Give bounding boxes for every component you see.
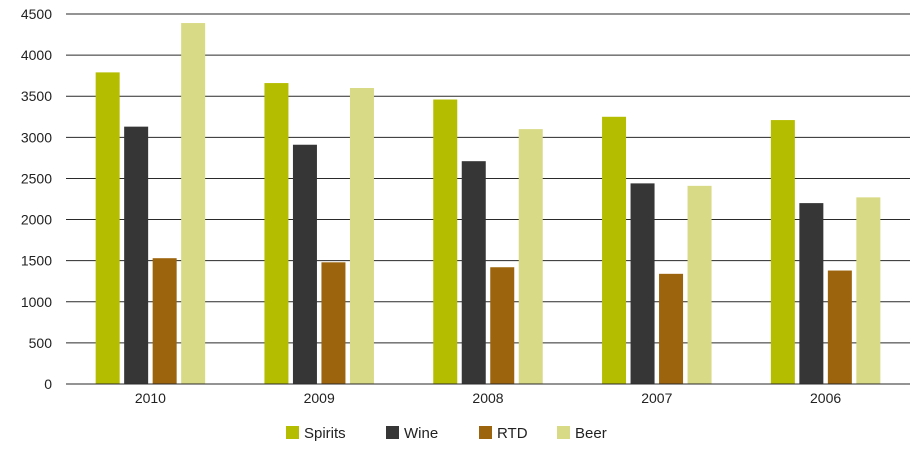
- bar-rtd-2006: [827, 270, 852, 384]
- bar-beer-2008: [518, 129, 543, 384]
- bar-rtd-2007: [659, 273, 684, 384]
- x-tick-label: 2006: [810, 390, 841, 406]
- y-tick-label: 0: [44, 376, 52, 392]
- x-tick-label: 2010: [135, 390, 166, 406]
- legend: Spirits Wine RTD Beer: [286, 425, 607, 442]
- bar-spirits-2008: [433, 99, 458, 384]
- legend-swatch-spirits: [286, 426, 299, 439]
- bar-beer-2007: [687, 185, 712, 384]
- bar-beer-2010: [181, 23, 206, 385]
- legend-swatch-rtd: [479, 426, 492, 439]
- bar-spirits-2010: [95, 72, 120, 384]
- x-tick-label: 2009: [304, 390, 335, 406]
- bar-rtd-2010: [152, 258, 177, 384]
- y-axis-tick-labels: 0 500 1000 1500 2000 2500 3000 3500 4000 4500: [21, 6, 52, 392]
- legend-label-beer: Beer: [575, 425, 607, 442]
- gridlines: [66, 13, 910, 344]
- x-axis-tick-labels: 2010 2009 2008 2007 2006: [135, 390, 842, 406]
- y-tick-label: 1500: [21, 253, 52, 269]
- bar-rtd-2008: [490, 267, 515, 384]
- bar-wine-2010: [124, 126, 149, 385]
- y-tick-label: 3500: [21, 88, 52, 104]
- x-tick-label: 2008: [472, 390, 503, 406]
- bar-spirits-2006: [770, 120, 795, 385]
- bar-wine-2006: [799, 203, 824, 384]
- legend-label-spirits: Spirits: [304, 425, 346, 442]
- y-tick-label: 2000: [21, 212, 52, 228]
- legend-swatch-beer: [557, 426, 570, 439]
- bar-spirits-2009: [264, 83, 289, 385]
- y-tick-label: 3000: [21, 129, 52, 145]
- x-tick-label: 2007: [641, 390, 672, 406]
- bar-rtd-2009: [321, 262, 346, 384]
- bar-wine-2007: [630, 183, 655, 384]
- bar-wine-2008: [461, 161, 486, 384]
- y-tick-label: 4000: [21, 47, 52, 63]
- bar-wine-2009: [292, 144, 317, 384]
- legend-label-wine: Wine: [404, 425, 438, 442]
- bar-spirits-2007: [602, 116, 627, 385]
- y-tick-label: 500: [29, 335, 53, 351]
- legend-swatch-wine: [386, 426, 399, 439]
- y-tick-label: 1000: [21, 294, 52, 310]
- legend-label-rtd: RTD: [497, 425, 528, 442]
- y-tick-label: 4500: [21, 6, 52, 22]
- bars: [95, 23, 881, 385]
- bar-beer-2009: [349, 88, 374, 384]
- y-tick-label: 2500: [21, 170, 52, 186]
- bar-beer-2006: [856, 197, 881, 384]
